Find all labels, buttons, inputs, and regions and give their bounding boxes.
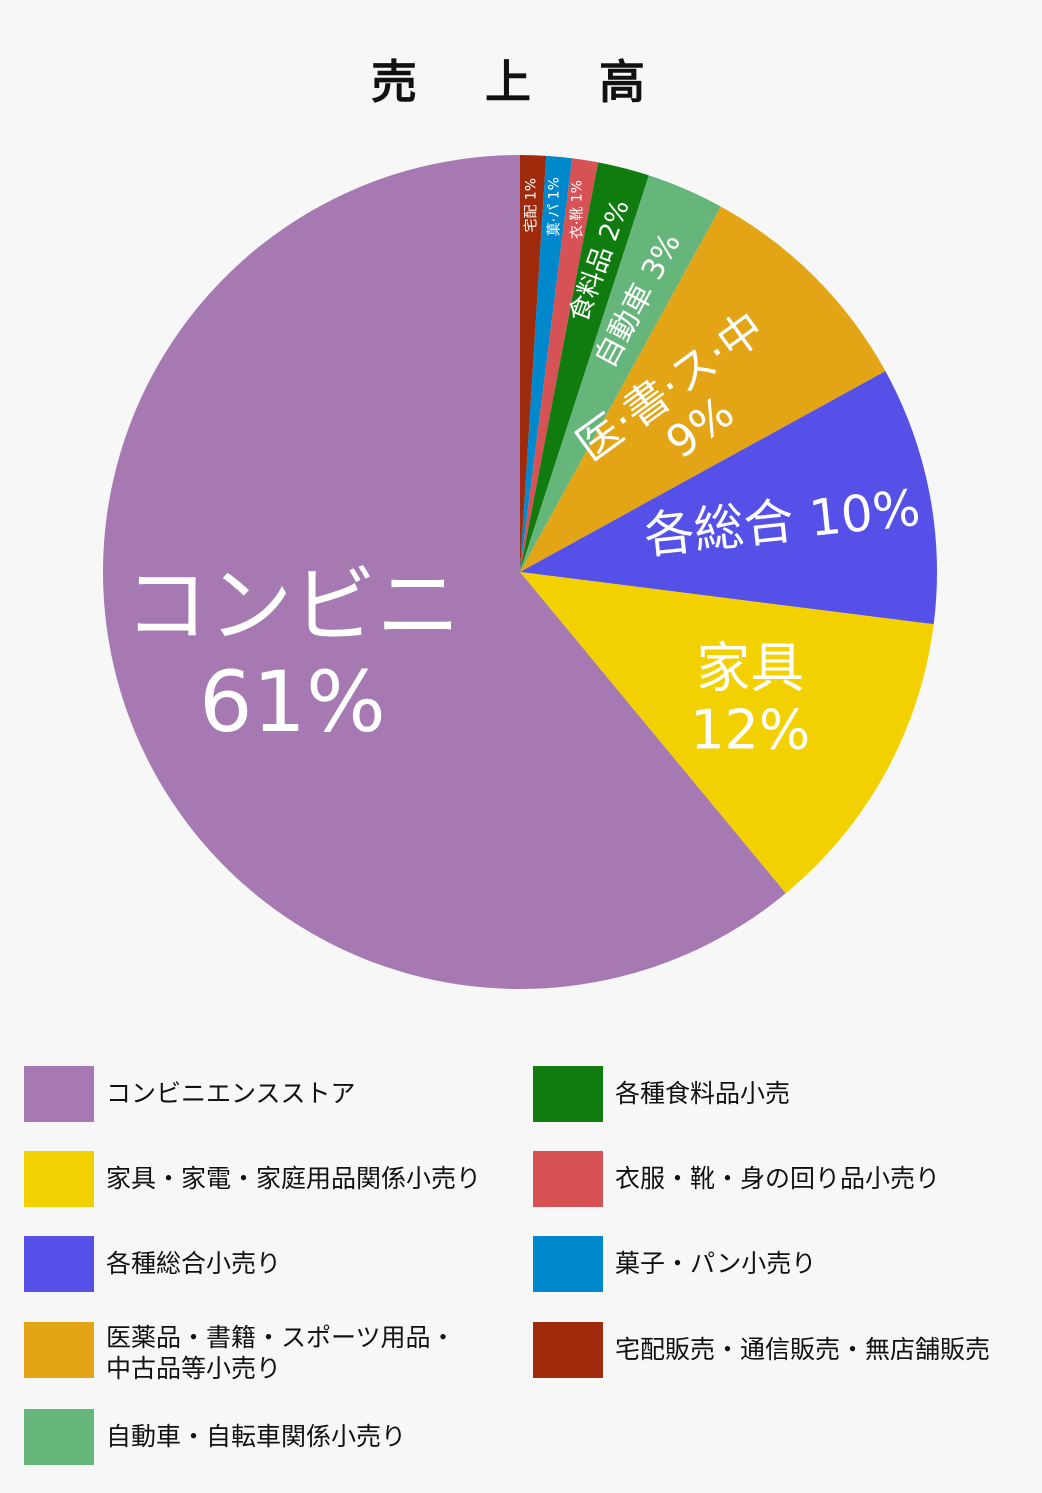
legend-item-kagu: 家具・家電・家庭用品関係小売り: [24, 1151, 481, 1207]
pie-slice-kagu: [520, 572, 934, 894]
legend-label-takuhai: 宅配販売・通信販売・無店舗販売: [615, 1335, 991, 1364]
legend-label-iyaku: 医薬品・書籍・スポーツ用品・ 中古品等小売り: [106, 1323, 456, 1383]
legend-swatch-konbini: [24, 1066, 94, 1122]
legend-label-kashi: 菓子・パン小売り: [615, 1249, 817, 1278]
pie-slice-sogo: [520, 371, 938, 625]
pie-label-kashi: 菓·パ 1%: [547, 177, 563, 236]
legend-label-kagu: 家具・家電・家庭用品関係小売り: [106, 1164, 482, 1193]
legend-swatch-takuhai: [533, 1322, 603, 1378]
pie-chart: 宅配 1% 菓·パ 1% 衣·靴 1%食料品 2%自動車 3%医·書·ス·中9%各総…: [102, 155, 938, 989]
legend-item-takuhai: 宅配販売・通信販売・無店舗販売: [533, 1322, 990, 1378]
legend-item-shokuryo: 各種食料品小売: [533, 1066, 790, 1122]
legend-item-jidosha: 自動車・自転車関係小売り: [24, 1409, 406, 1465]
legend-label-shokuryo: 各種食料品小売: [615, 1079, 791, 1108]
legend-swatch-kagu: [24, 1151, 94, 1207]
legend-swatch-ifuku: [533, 1151, 603, 1207]
pie-label-takuhai: 宅配 1%: [524, 178, 540, 233]
pie-slice-konbini: [102, 155, 786, 989]
legend-item-kashi: 菓子・パン小売り: [533, 1236, 816, 1292]
pie-slice-iyaku: [520, 206, 886, 572]
legend-item-ifuku: 衣服・靴・身の回り品小売り: [533, 1151, 940, 1207]
legend-label-konbini: コンビニエンスストア: [106, 1079, 356, 1108]
legend-label-ifuku: 衣服・靴・身の回り品小売り: [615, 1164, 941, 1193]
legend-item-sogo: 各種総合小売り: [24, 1236, 281, 1292]
legend-swatch-iyaku: [24, 1322, 94, 1378]
chart-title: 売 上 高: [370, 55, 672, 109]
legend-swatch-jidosha: [24, 1409, 94, 1465]
pie-slice-ifuku: [520, 158, 599, 573]
legend-swatch-shokuryo: [533, 1066, 603, 1122]
pie-label-konbini: コンビニ 61%: [124, 557, 460, 752]
pie-slice-jidosha: [520, 175, 721, 573]
legend-label-jidosha: 自動車・自転車関係小売り: [106, 1422, 407, 1451]
legend-label-sogo: 各種総合小売り: [106, 1249, 282, 1278]
pie-slice-shokuryo: [520, 162, 649, 572]
pie-slice-kashi: [520, 155, 573, 572]
legend-swatch-kashi: [533, 1236, 603, 1292]
pie-label-kagu: 家具 12%: [690, 636, 810, 761]
legend-item-konbini: コンビニエンスストア: [24, 1066, 356, 1122]
legend-item-iyaku: 医薬品・書籍・スポーツ用品・ 中古品等小売り: [24, 1322, 456, 1384]
legend-swatch-sogo: [24, 1236, 94, 1292]
pie-slice-takuhai: [520, 155, 547, 572]
pie-label-ifuku: 衣·靴 1%: [569, 180, 585, 239]
